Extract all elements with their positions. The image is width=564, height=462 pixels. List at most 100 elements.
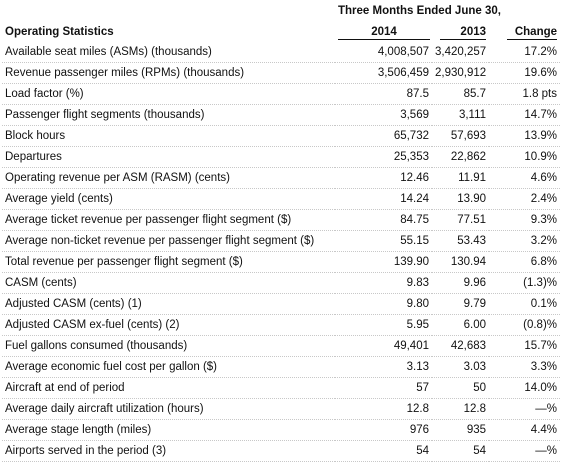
data-row: Load factor (%) 87.5 85.7 1.8 pts (2, 83, 561, 105)
column-header-cell: Change (489, 22, 560, 42)
value-2014: 3.13 (335, 356, 432, 378)
change: 6.8% (489, 251, 561, 273)
header-row: Three Months Ended June 30, (2, 0, 560, 22)
change: 3.2% (489, 230, 561, 252)
column-header: 2014 (338, 25, 430, 40)
statistic-label: Load factor (%) (2, 83, 335, 105)
value-2014: 12.46 (335, 167, 432, 189)
value-2013: 12.8 (432, 398, 490, 420)
value-2014: 57 (335, 377, 432, 399)
data-row: Block hours 65,732 57,693 13.9% (2, 125, 561, 147)
change: 2.4% (489, 188, 561, 210)
value-2014: 9.83 (335, 272, 432, 294)
change: (0.8)% (489, 314, 561, 336)
change: 9.3% (489, 209, 561, 231)
value-2014: 55.15 (335, 230, 432, 252)
data-row: Average daily aircraft utilization (hour… (2, 398, 561, 420)
statistic-label: Total revenue per passenger flight segme… (2, 251, 335, 273)
value-2014: 14.24 (335, 188, 432, 210)
data-row: Departures 25,353 22,862 10.9% (2, 146, 561, 168)
value-2014: 4,008,507 (335, 42, 432, 63)
statistic-label: Operating revenue per ASM (RASM) (cents) (2, 167, 335, 189)
data-row: Operating revenue per ASM (RASM) (cents)… (2, 167, 561, 189)
statistic-label: Adjusted CASM (cents) (1) (2, 293, 335, 315)
data-row: Fuel gallons consumed (thousands) 49,401 4… (2, 335, 561, 357)
change: 14.0% (489, 377, 561, 399)
value-2014: 84.75 (335, 209, 432, 231)
value-2013: 3,420,257 (432, 42, 490, 63)
data-row: Passenger flight segments (thousands) 3,5… (2, 104, 561, 126)
value-2013: 85.7 (432, 83, 490, 105)
change: 1.8 pts (489, 83, 561, 105)
value-2013: 54 (432, 440, 490, 462)
change: 0.1% (489, 293, 561, 315)
data-row: Available seat miles (ASMs) (thousands) 4… (2, 42, 561, 63)
period-cell: Three Months Ended June 30, (335, 0, 501, 22)
data-row: CASM (cents) 9.83 9.96 (1.3)% (2, 272, 561, 294)
column-header-cell: 2013 (432, 22, 489, 42)
statistic-label: Available seat miles (ASMs) (thousands) (2, 42, 335, 63)
change: 15.7% (489, 335, 561, 357)
statistic-label: Passenger flight segments (thousands) (2, 104, 335, 126)
value-2014: 976 (335, 419, 432, 441)
change: 10.9% (489, 146, 561, 168)
value-2014: 139.90 (335, 251, 432, 273)
value-2013: 42,683 (432, 335, 490, 357)
value-2013: 13.90 (432, 188, 490, 210)
value-2014: 49,401 (335, 335, 432, 357)
value-2013: 3,111 (432, 104, 490, 126)
column-header: Change (507, 25, 558, 40)
value-2014: 5.95 (335, 314, 432, 336)
value-2013: 53.43 (432, 230, 490, 252)
data-row: Average stage length (miles) 976 935 4.4% (2, 419, 561, 441)
blank-cell (2, 0, 335, 22)
value-2014: 3,569 (335, 104, 432, 126)
data-row: Average non-ticket revenue per passenger… (2, 230, 561, 252)
data-row: Average yield (cents) 14.24 13.90 2.4% (2, 188, 561, 210)
value-2013: 11.91 (432, 167, 490, 189)
column-header-cell: 2014 (335, 22, 432, 42)
change: 14.7% (489, 104, 561, 126)
data-row: Aircraft at end of period 57 50 14.0% (2, 377, 561, 399)
statistic-label: Average economic fuel cost per gallon ($… (2, 356, 335, 378)
value-2014: 3,506,459 (335, 62, 432, 84)
change: 4.6% (489, 167, 561, 189)
value-2014: 9.80 (335, 293, 432, 315)
period-header: Three Months Ended June 30, (338, 5, 501, 17)
value-2013: 3.03 (432, 356, 490, 378)
column-header-cell: Operating Statistics (2, 22, 335, 42)
value-2014: 25,353 (335, 146, 432, 168)
statistic-label: CASM (cents) (2, 272, 335, 294)
statistic-label: Average stage length (miles) (2, 419, 335, 441)
value-2013: 50 (432, 377, 490, 399)
statistic-label: Average ticket revenue per passenger fli… (2, 209, 335, 231)
change: 13.9% (489, 125, 561, 147)
statistic-label: Adjusted CASM ex-fuel (cents) (2) (2, 314, 335, 336)
data-row: Adjusted CASM (cents) (1) 9.80 9.79 0.1% (2, 293, 561, 315)
change: 3.3% (489, 356, 561, 378)
column-header: Operating Statistics (5, 26, 114, 38)
value-2013: 77.51 (432, 209, 490, 231)
value-2014: 87.5 (335, 83, 432, 105)
statistic-label: Departures (2, 146, 335, 168)
value-2013: 935 (432, 419, 490, 441)
statistic-label: Average yield (cents) (2, 188, 335, 210)
data-row: Average economic fuel cost per gallon ($… (2, 356, 561, 378)
value-2013: 22,862 (432, 146, 490, 168)
value-2013: 2,930,912 (432, 62, 490, 84)
data-row: Total revenue per passenger flight segme… (2, 251, 561, 273)
statistic-label: Average non-ticket revenue per passenger… (2, 230, 335, 252)
value-2014: 12.8 (335, 398, 432, 420)
data-row: Airports served in the period (3) 54 54 —% (2, 440, 561, 462)
data-row: Average ticket revenue per passenger fli… (2, 209, 561, 231)
column-header-row: Operating Statistics 2014 2013 Change (2, 22, 560, 42)
value-2013: 9.79 (432, 293, 490, 315)
value-2013: 130.94 (432, 251, 490, 273)
change: 17.2% (489, 42, 561, 63)
statistic-label: Revenue passenger miles (RPMs) (thousand… (2, 62, 335, 84)
change: —% (489, 440, 561, 462)
value-2013: 9.96 (432, 272, 490, 294)
